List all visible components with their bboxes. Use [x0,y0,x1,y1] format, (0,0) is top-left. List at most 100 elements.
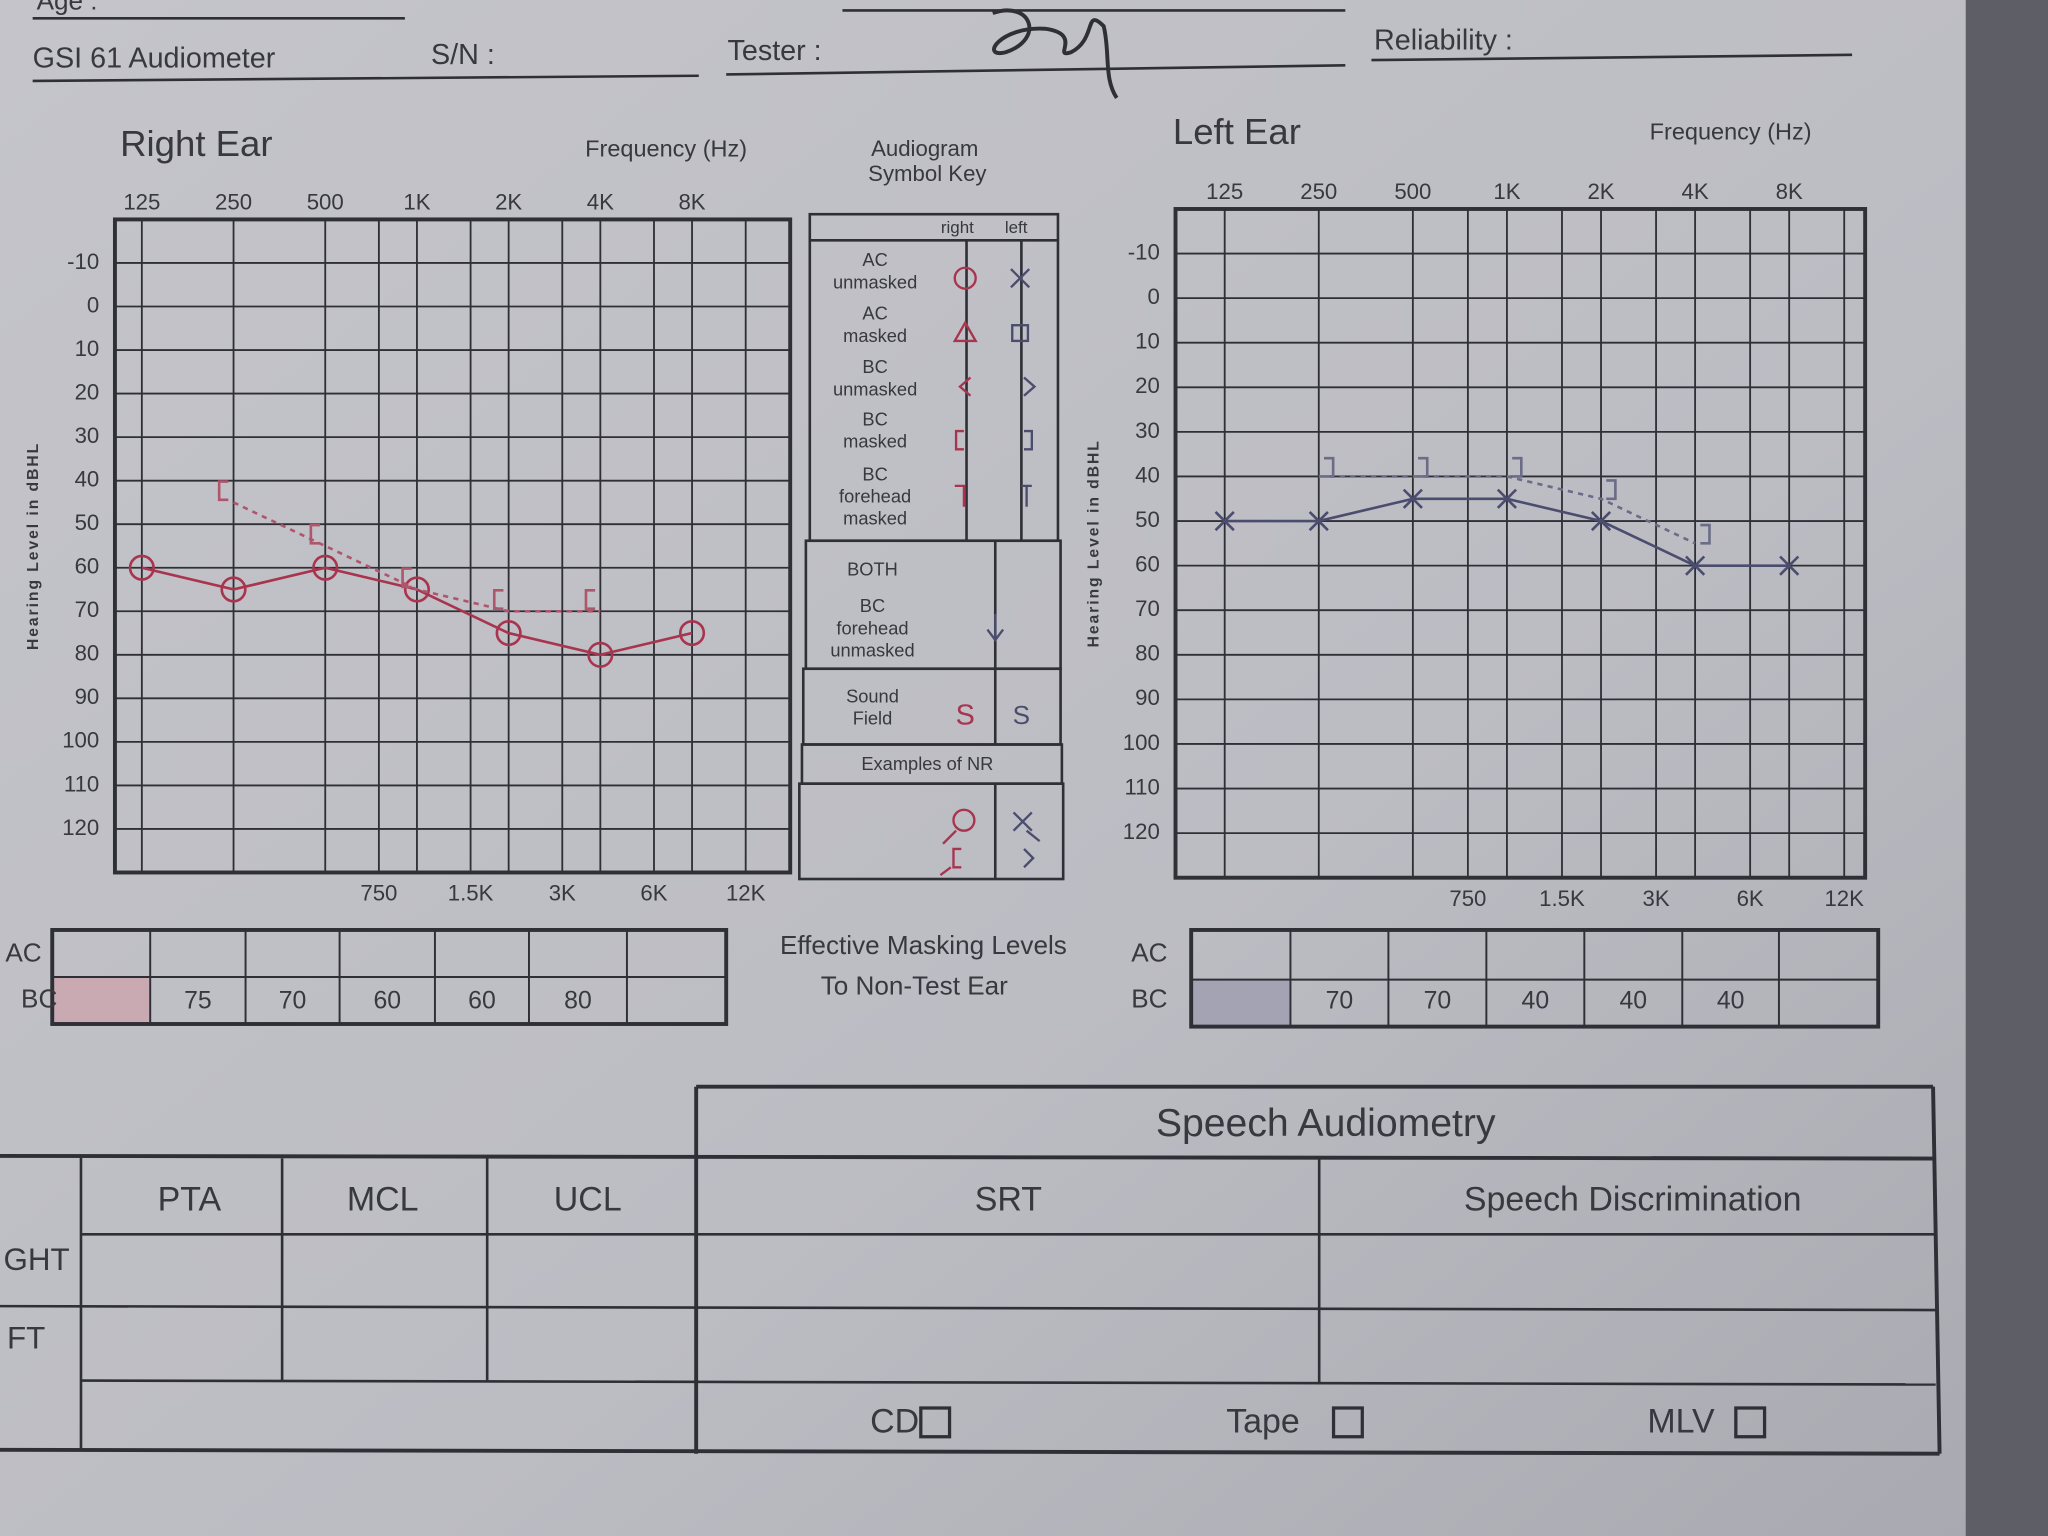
marker [1512,456,1523,478]
y-tick-label: 100 [1123,730,1160,755]
x-tick-label: 6K [1737,886,1764,911]
column-header: PTA [158,1181,222,1219]
row-label: AC [5,938,41,968]
masking-value: 40 [1620,987,1648,1014]
y-tick-label: -10 [1128,239,1160,264]
series-line [232,501,601,613]
y-tick-label: 50 [75,510,100,535]
marker [495,619,522,647]
x-tick-label: 500 [1394,179,1431,204]
y-tick-label: 80 [1135,641,1160,666]
material-label: MLV [1647,1403,1715,1441]
marker [587,641,614,668]
checkbox[interactable] [919,1406,952,1439]
y-tick-label: 80 [75,641,100,666]
y-axis-label: Hearing Level in dBHL [25,442,42,650]
key-row-label: AC [862,303,887,324]
table-rule [80,1379,1936,1386]
speech-title: Speech Audiometry [1156,1102,1496,1145]
key-row-label: BC [862,408,887,429]
x-axis-label: Frequency (Hz) [1650,118,1812,144]
marker [217,480,229,502]
y-tick-label: 120 [62,815,99,840]
y-tick-label: 50 [1135,507,1160,532]
y-axis-label: Hearing Level in dBHL [1086,439,1103,647]
key-row-label: BC [860,595,885,616]
key-nr-label: Examples of NR [861,753,993,774]
paper [0,0,1966,1536]
table-rule [1931,1086,1942,1454]
marker [1685,555,1706,576]
chart-title: Right Ear [120,123,272,164]
table-rule [0,1153,1936,1161]
x-tick-label: 750 [1449,886,1486,911]
x-axis-label: Frequency (Hz) [585,135,747,161]
age-label: Age : [37,0,98,16]
underline [726,64,1346,76]
marker [1214,510,1235,532]
masking-value: 60 [468,987,496,1014]
marker [584,589,596,610]
x-tick-label: 250 [1300,179,1337,204]
y-tick-label: 10 [1135,329,1160,354]
table-rule [0,1447,1940,1456]
symbol-key-frame [798,212,1065,881]
plot-frame [112,217,793,875]
row-label: BC [21,983,57,1013]
checkbox[interactable] [1331,1406,1364,1439]
x-tick-label: 3K [549,881,576,906]
marker [220,576,247,603]
marker [312,554,339,581]
y-tick-label: 30 [75,423,100,448]
masking-value: 70 [279,987,307,1014]
marker [309,523,321,545]
y-tick-label: 0 [87,292,99,317]
material-label: CD [870,1403,919,1441]
marker [1496,488,1518,509]
key-row-label: BC [862,356,887,377]
masking-value: 80 [564,987,592,1014]
x-tick-label: 4K [587,190,614,215]
masking-value: 60 [373,987,401,1014]
key-col-header: right [941,218,974,237]
marker [678,619,706,647]
x-tick-label: 1.5K [448,881,494,906]
marker [401,567,412,589]
key-row-label: forehead [836,617,908,638]
x-tick-label: 4K [1682,179,1709,204]
x-tick-label: 750 [360,881,397,906]
y-tick-label: 100 [62,728,99,753]
y-tick-label: 120 [1123,819,1160,844]
marker [1402,488,1423,509]
masking-value: 40 [1522,987,1550,1014]
key-row-label: forehead [839,485,911,506]
x-tick-label: 2K [495,190,522,215]
key-row-label: AC [862,249,887,270]
key-col-header: left [1005,218,1028,237]
key-row-label: masked [843,508,907,529]
masking-title: Effective Masking Levels [780,930,1067,960]
y-tick-label: 70 [1135,596,1160,621]
marker [1418,456,1429,478]
chart-title: Left Ear [1173,111,1301,152]
key-row-label: unmasked [833,271,917,292]
marker [1700,523,1711,545]
key-row-label: unmasked [830,640,914,661]
y-tick-label: 40 [1135,462,1160,487]
key-row-label: Field [853,708,893,729]
x-tick-label: 12K [726,881,766,906]
checkbox[interactable] [1734,1406,1767,1439]
column-header: MCL [347,1181,419,1219]
marker [128,554,155,581]
x-tick-label: 1.5K [1539,886,1585,911]
signature [992,8,1119,100]
x-tick-label: 2K [1587,179,1614,204]
x-tick-label: 125 [123,190,160,215]
masking-table [1189,927,1881,1029]
x-tick-label: 1K [403,190,430,215]
y-tick-label: 110 [1124,774,1159,799]
underline [1371,53,1853,62]
marker [1779,555,1800,576]
